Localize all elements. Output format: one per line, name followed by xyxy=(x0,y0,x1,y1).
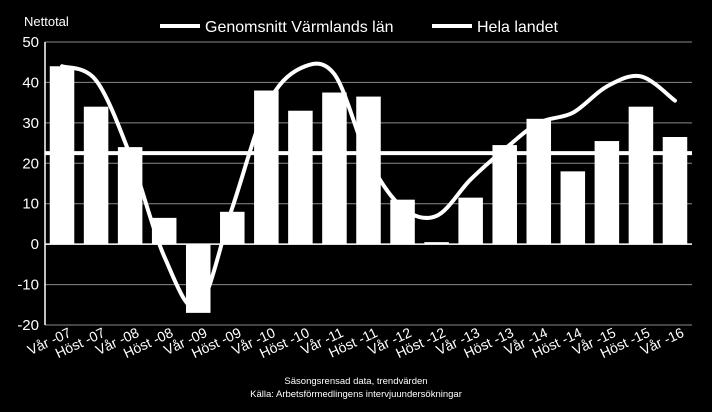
bar xyxy=(458,197,483,245)
y-tick-label: 40 xyxy=(22,74,39,91)
bar xyxy=(628,106,654,245)
series-line-group xyxy=(60,61,677,311)
y-axis-label: Nettotal xyxy=(24,14,69,29)
bar xyxy=(492,145,517,245)
footnote-1: Säsongsrensad data, trendvärden xyxy=(284,376,427,387)
bar xyxy=(254,90,279,245)
bar xyxy=(424,242,449,245)
bars xyxy=(49,66,688,313)
bar xyxy=(288,110,313,245)
legend-label-series-1: Genomsnitt Värmlands län xyxy=(205,19,394,36)
axes xyxy=(44,42,692,325)
series-line xyxy=(60,61,677,311)
y-tick-labels: -20 -10 0 10 20 30 40 50 xyxy=(17,34,39,334)
bar xyxy=(83,106,109,245)
bar xyxy=(594,141,620,245)
legend: Genomsnitt Värmlands län Hela landet xyxy=(160,19,559,36)
bar xyxy=(526,118,552,245)
y-tick-label: 10 xyxy=(22,196,39,213)
y-tick-label: 30 xyxy=(22,115,39,132)
footnote-2: Källa: Arbetsförmedlingens intervjuunder… xyxy=(250,389,462,400)
bar xyxy=(322,92,347,245)
y-tick-label: -20 xyxy=(17,317,39,334)
bar xyxy=(560,171,586,245)
legend-label-series-2: Hela landet xyxy=(477,19,559,36)
y-tick-label: 20 xyxy=(22,155,39,172)
y-tick-label: 50 xyxy=(22,34,39,51)
bar xyxy=(185,244,211,313)
y-tick-label: 0 xyxy=(31,236,39,253)
bar xyxy=(356,96,381,245)
bar xyxy=(117,147,143,245)
y-tick-label: -10 xyxy=(17,277,39,294)
bar xyxy=(49,66,75,245)
